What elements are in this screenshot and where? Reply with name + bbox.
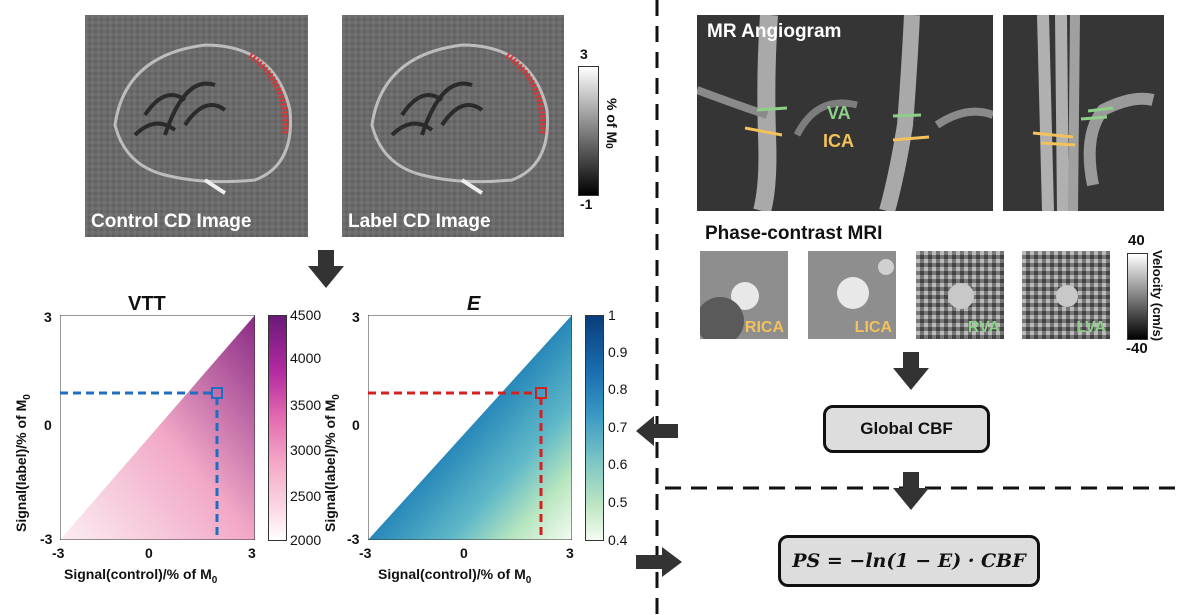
left-arrow	[636, 416, 678, 446]
pc-panel-lica: LICA	[808, 251, 896, 339]
m0-colorbar	[578, 66, 599, 196]
pc-panel-rva: RVA	[916, 251, 1004, 339]
pc-panel-lva: LVA	[1022, 251, 1110, 339]
m0-colorbar-max: 3	[580, 46, 588, 62]
e-cbar-tick-06: 0.6	[608, 456, 628, 472]
mr-angiogram-image: MR Angiogram VA ICA	[697, 15, 993, 211]
vtt-cbar-tick-3000: 3000	[290, 442, 322, 458]
e-colorbar	[585, 315, 604, 541]
velocity-cbar-max: 40	[1128, 232, 1145, 249]
velocity-cbar-min: -40	[1126, 340, 1148, 357]
down-arrow-left	[308, 250, 344, 288]
vtt-cbar-tick-4000: 4000	[290, 350, 322, 366]
ica-label: ICA	[823, 131, 854, 151]
vtt-cbar-tick-4500: 4500	[290, 307, 322, 323]
vtt-cbar-tick-3500: 3500	[290, 397, 322, 413]
m0-colorbar-min: -1	[580, 196, 593, 212]
formula-text: PS = −ln(1 − E) · CBF	[792, 550, 1026, 572]
e-xtick-left: -3	[359, 545, 372, 561]
vtt-xlabel: Signal(control)/% of M0	[64, 566, 218, 586]
label-cd-image-label: Label CD Image	[348, 211, 491, 232]
global-cbf-box: Global CBF	[823, 405, 990, 453]
mr-angiogram-side-image	[1003, 15, 1164, 211]
vtt-plot	[60, 315, 255, 540]
e-ytick-bottom: -3	[347, 531, 360, 547]
angiogram-title: MR Angiogram	[707, 21, 842, 42]
vtt-cbar-tick-2000: 2000	[290, 532, 322, 548]
vtt-xtick-left: -3	[52, 545, 65, 561]
vtt-ytick-top: 3	[44, 309, 52, 325]
pc-label-rva: RVA	[967, 319, 1000, 336]
pc-panel-rica: RICA	[700, 251, 788, 339]
e-cbar-tick-09: 0.9	[608, 344, 628, 360]
vtt-ytick-bottom: -3	[40, 531, 53, 547]
control-brain-svg	[85, 15, 308, 237]
e-xtick-right: 3	[566, 545, 574, 561]
vtt-xtick-right: 3	[248, 545, 256, 561]
vtt-ylabel: Signal(label)/% of M0	[13, 394, 33, 532]
pc-label-lva: LVA	[1076, 319, 1106, 336]
e-cbar-tick-1: 1	[608, 307, 616, 323]
down-arrow-right-1	[893, 352, 929, 390]
e-xlabel: Signal(control)/% of M0	[378, 566, 532, 586]
label-cd-image: Label CD Image	[342, 15, 564, 237]
velocity-cbar-label: Velocity (cm/s)	[1150, 250, 1165, 342]
right-arrow	[636, 547, 682, 577]
va-label: VA	[827, 103, 851, 123]
e-title: E	[467, 293, 481, 315]
vtt-colorbar	[268, 315, 287, 541]
e-xtick-mid: 0	[460, 545, 468, 561]
vtt-ytick-mid: 0	[44, 417, 52, 433]
e-cbar-tick-05: 0.5	[608, 494, 628, 510]
e-cbar-tick-04: 0.4	[608, 532, 628, 548]
e-ytick-top: 3	[352, 309, 360, 325]
down-arrow-right-2	[893, 472, 929, 510]
m0-colorbar-label: % of M0	[603, 98, 620, 149]
e-cbar-tick-07: 0.7	[608, 419, 628, 435]
label-brain-svg	[342, 15, 564, 237]
pc-label-lica: LICA	[854, 319, 892, 336]
vtt-xtick-mid: 0	[145, 545, 153, 561]
angiogram-side-vessels	[1032, 15, 1155, 211]
vtt-cbar-tick-2500: 2500	[290, 488, 322, 504]
angiogram-vessels	[697, 15, 993, 211]
vtt-title: VTT	[128, 293, 166, 315]
e-ylabel: Signal(label)/% of M0	[322, 394, 342, 532]
pc-title: Phase-contrast MRI	[705, 223, 883, 244]
global-cbf-label: Global CBF	[860, 419, 953, 438]
velocity-colorbar	[1127, 253, 1148, 340]
control-cd-image-label: Control CD Image	[91, 211, 252, 232]
pc-label-rica: RICA	[744, 319, 784, 336]
formula-box: PS = −ln(1 − E) · CBF	[778, 535, 1040, 587]
e-ytick-mid: 0	[352, 417, 360, 433]
e-plot	[368, 315, 572, 540]
e-cbar-tick-08: 0.8	[608, 381, 628, 397]
control-cd-image: Control CD Image	[85, 15, 308, 237]
